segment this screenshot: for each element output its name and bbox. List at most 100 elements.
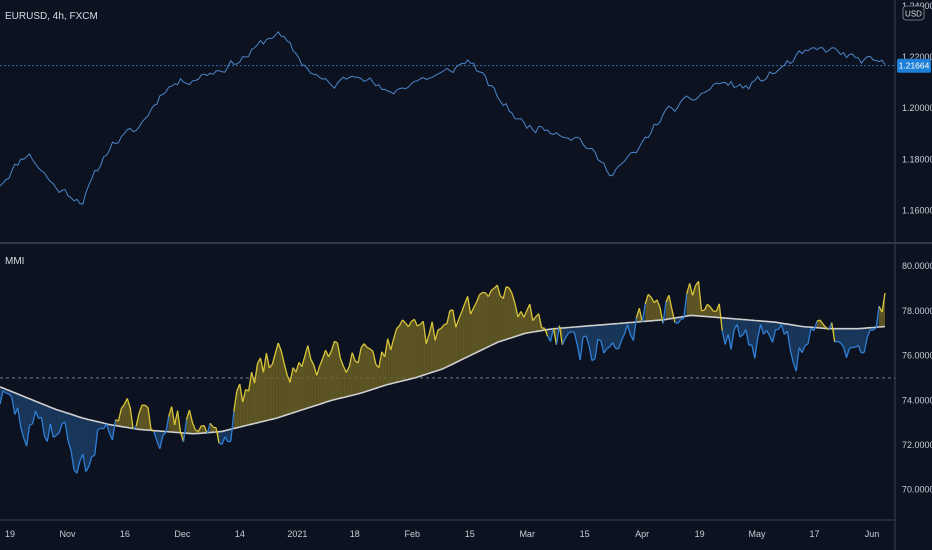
mmi-line-segment [588,345,593,361]
mmi-line-segment [197,425,202,432]
time-tick-label: 16 [120,529,130,539]
mmi-line-segment [2,390,7,394]
mmi-fill-segment [355,361,359,395]
mmi-fill-segment [565,327,569,339]
mmi-line-segment [55,432,60,436]
mmi-line-segment [538,313,543,328]
mmi-line-segment [313,364,318,376]
mmi-line-segment [384,338,389,357]
mmi-fill-segment [701,310,705,317]
mmi-fill-segment [390,338,394,384]
mmi-line-segment [697,281,703,311]
mmi-line-segment [29,423,33,426]
mmi-fill-segment [509,287,513,339]
mmi-line-segment [250,371,256,384]
currency-button-frame[interactable] [902,5,925,21]
mmi-line-segment [357,347,362,363]
mmi-fill-segment [488,290,492,347]
mmi-line-segment [135,412,140,427]
mmi-line-segment [502,286,507,299]
mmi-fill-segment [29,398,33,426]
currency-button[interactable]: USD [902,5,925,21]
mmi-line-segment [265,353,270,369]
mmi-fill-segment [260,357,264,423]
mmi-line-segment [571,330,575,334]
mmi-line-segment [505,286,510,289]
mmi-fill-segment [298,362,302,411]
mmi-fill-segment [816,320,820,328]
mmi-line-segment [757,324,762,338]
mmi-line-segment [517,311,522,318]
price-tick-label: 1.18000 [902,154,932,164]
mmi-line-segment [85,466,90,473]
mmi-fill-segment [648,294,652,322]
mmi-line-segment [402,319,406,324]
indicator-title: MMI [5,256,24,267]
mmi-line-segment [668,295,673,310]
mmi-fill-segment [322,350,326,404]
mmi-fill-segment [751,320,755,359]
mmi-line-segment [792,362,797,372]
mmi-fill-segment [372,351,376,390]
mmi-fill-segment [707,304,711,317]
mmi-fill-segment [769,321,773,343]
mmi-line-segment [64,422,69,441]
mmi-line-segment [221,436,226,445]
mmi-line-segment [709,306,714,312]
mmi-line-segment [404,322,409,328]
mmi-line-segment [58,423,63,433]
mmi-line-segment [25,425,31,447]
currency-button-label[interactable]: USD [905,9,922,18]
mmi-fill-segment [535,313,539,332]
mmi-fill-segment [396,325,400,383]
mmi-line-segment [195,429,199,433]
mmi-line-segment [514,303,519,318]
mmi-line-segment [120,403,125,409]
mmi-line-segment [188,409,194,423]
mmi-line-segment [23,437,28,447]
mmi-line-segment [52,434,57,438]
mmi-line-segment [845,348,851,358]
mmi-line-segment [677,318,682,324]
mmi-line-segment [179,432,185,442]
mmi-fill-segment [35,401,39,419]
mmi-axis-ticks: 70.00000 72.00000 74.00000 76.00000 78.00000… [902,261,932,494]
mmi-fill-segment [429,321,433,374]
mmi-line-segment [831,322,836,343]
mmi-line-segment [339,358,344,367]
mmi-line-segment [431,321,436,341]
mmi-fill-segment [284,363,288,416]
mmi-line-segment [745,329,750,346]
mmi-line-segment [162,432,167,437]
mmi-line-segment [523,310,528,318]
mmi-fill-segment [381,351,385,387]
mmi-line-segment [387,338,392,351]
mmi-fill-segment [500,295,504,342]
mmi-line-segment [881,292,886,313]
mmi-fill-segment [71,414,74,470]
mmi-line-segment [215,427,220,444]
mmi-fill-segment [710,307,714,318]
mmi-line-segment [286,374,291,383]
mmi-fill-segment [843,328,847,358]
price-tick-label: 1.22000 [902,52,932,62]
time-tick-label: 19 [5,529,15,539]
time-tick-label: Feb [405,529,421,539]
mmi-fill-segment [186,410,190,434]
mmi-line-segment [378,351,383,368]
mmi-fill-segment [168,406,172,433]
time-tick-label: 19 [695,529,705,539]
mmi-line-segment [840,342,845,348]
mmi-line-segment [526,303,531,311]
mmi-line-segment [798,347,803,353]
mmi-line-segment [763,330,768,335]
mmi-fill-segment [20,395,24,438]
mmi-fill-segment [805,326,809,346]
mmi-line-segment [816,319,821,322]
mmi-line-segment [674,321,678,324]
mmi-line-segment [600,340,605,354]
mmi-line-segment [173,410,179,426]
mmi-line-segment [834,340,838,343]
mmi-line-segment [606,346,611,350]
